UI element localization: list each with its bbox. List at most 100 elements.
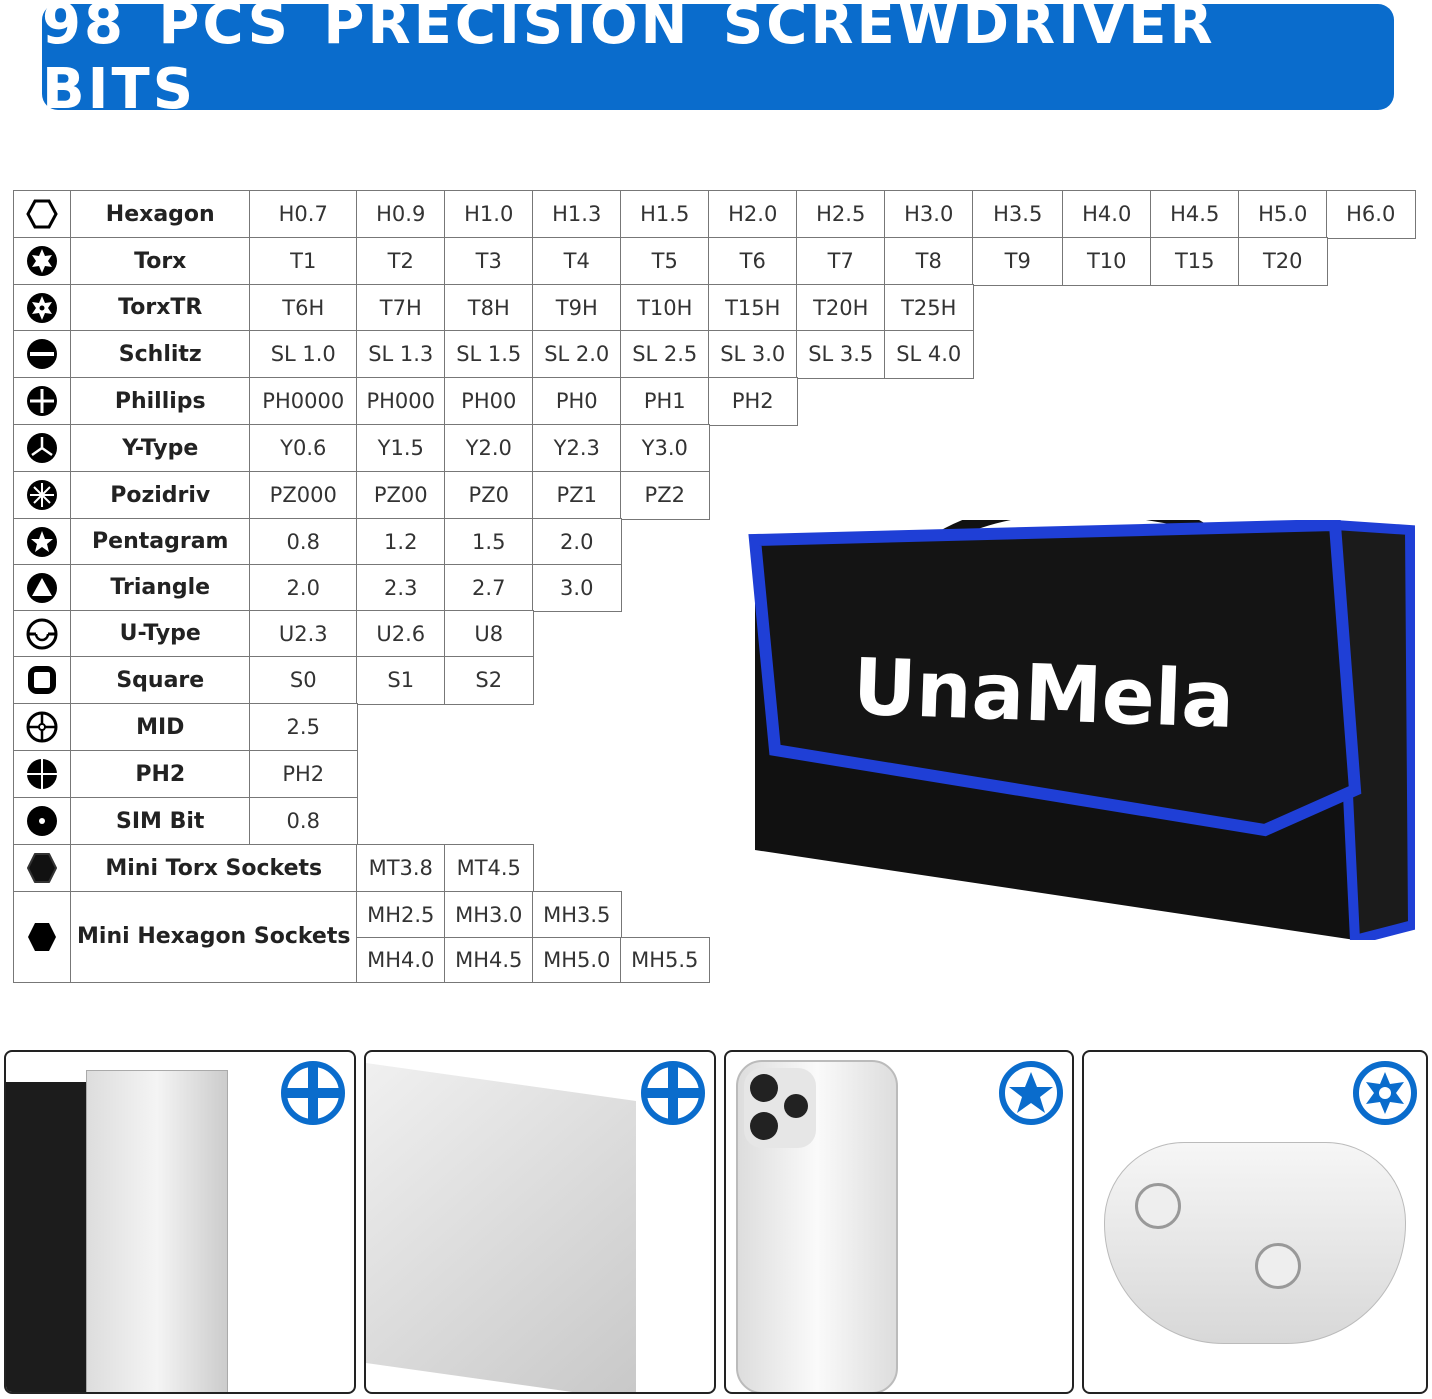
bit-type-name: Pozidriv	[70, 471, 251, 520]
icon-cell	[13, 471, 72, 520]
bit-size-cell: H0.7	[249, 190, 358, 239]
bit-size-cell: H1.3	[532, 190, 622, 239]
bit-size-cell: 2.5	[249, 703, 358, 752]
pentagram-icon	[27, 526, 58, 557]
bit-size-cell: PZ0	[444, 471, 534, 520]
icon-cell	[13, 610, 72, 658]
bit-size-cell: T6	[708, 237, 798, 286]
bit-size-cell: MH5.5	[620, 937, 710, 983]
bit-size-cell: T3	[444, 237, 534, 286]
bit-type-name: Mini Hexagon Sockets	[70, 891, 358, 983]
title-banner: 98 PCS PRECISION SCREWDRIVER BITS	[42, 0, 1394, 122]
bit-size-cell: PH2	[249, 750, 358, 799]
triangle-icon	[27, 572, 58, 603]
bit-size-cell: T7H	[356, 284, 446, 332]
bit-size-cell: S0	[249, 656, 358, 705]
bit-size-cell: 2.3	[356, 564, 446, 612]
bit-size-cell: U2.6	[356, 610, 446, 658]
bit-size-cell: T4	[532, 237, 622, 286]
bit-size-cell: T25H	[884, 284, 974, 332]
bit-size-cell: 2.7	[444, 564, 534, 612]
bit-size-cell: PH2	[708, 377, 798, 426]
case-brand: UnaMela	[851, 643, 1235, 746]
bit-size-cell: 2.0	[249, 564, 358, 612]
icon-cell	[13, 797, 72, 846]
bit-type-name: U-Type	[70, 610, 251, 658]
icon-cell	[13, 377, 72, 426]
phillips-icon	[641, 1061, 705, 1125]
bit-size-cell: T6H	[249, 284, 358, 332]
bit-type-name: Square	[70, 656, 251, 705]
smartphone-image	[736, 1060, 898, 1392]
bit-size-cell: SL 2.0	[532, 330, 622, 379]
bit-size-cell: Y2.0	[444, 424, 534, 473]
device-panel-desktop	[4, 1050, 356, 1394]
bit-size-cell: T15H	[708, 284, 798, 332]
icon-cell	[13, 844, 72, 893]
bit-size-cell: MH4.5	[444, 937, 534, 983]
bit-size-cell: MT4.5	[444, 844, 534, 893]
bit-size-cell: T20	[1238, 237, 1328, 286]
bit-type-name: SIM Bit	[70, 797, 251, 846]
bit-size-cell: H4.5	[1150, 190, 1240, 239]
case-illustration: UnaMela	[748, 500, 1419, 947]
bit-size-cell: H5.0	[1238, 190, 1328, 239]
bit-size-cell: MH5.0	[532, 937, 622, 983]
torx-icon	[27, 246, 58, 277]
device-panel-laptop	[364, 1050, 716, 1394]
phillips-icon	[27, 386, 58, 417]
bit-size-cell: T2	[356, 237, 446, 286]
bit-size-cell: MH3.0	[444, 891, 534, 939]
bit-size-cell: S1	[356, 656, 446, 705]
bit-size-cell: MH2.5	[356, 891, 446, 939]
game-controller-image	[1104, 1142, 1406, 1344]
bit-size-cell: H0.9	[356, 190, 446, 239]
bit-size-cell: H3.0	[884, 190, 974, 239]
mini-torx-socket-icon	[27, 853, 58, 884]
bit-size-cell: PH0	[532, 377, 622, 426]
bit-size-cell: T15	[1150, 237, 1240, 286]
bit-type-name: Schlitz	[70, 330, 251, 379]
bit-size-cell: T8	[884, 237, 974, 286]
bit-size-cell: PH0000	[249, 377, 358, 426]
bit-size-cell: PZ000	[249, 471, 358, 520]
bit-size-cell: 2.0	[532, 518, 622, 566]
icon-cell	[13, 564, 72, 612]
mid-icon	[26, 711, 58, 743]
pozidriv-icon	[27, 480, 58, 511]
carrying-case: UnaMela	[735, 500, 1419, 947]
bit-size-cell: H1.5	[620, 190, 710, 239]
bit-size-cell: SL 1.5	[444, 330, 534, 379]
bit-size-cell: 1.2	[356, 518, 446, 566]
title: 98 PCS PRECISION SCREWDRIVER BITS	[42, 0, 1216, 122]
bit-size-cell: T10H	[620, 284, 710, 332]
bit-size-cell: Y2.3	[532, 424, 622, 473]
bit-size-cell: Y3.0	[620, 424, 710, 473]
desktop-pc-image	[86, 1070, 228, 1392]
bit-size-cell: SL 4.0	[884, 330, 974, 379]
bit-size-cell: SL 3.0	[708, 330, 798, 379]
icon-cell	[13, 750, 72, 799]
bit-type-name: Y-Type	[70, 424, 251, 473]
device-panel-smartphone	[724, 1050, 1074, 1394]
icon-cell	[13, 424, 72, 473]
bit-size-cell: Y0.6	[249, 424, 358, 473]
y-type-icon	[27, 433, 58, 464]
bit-size-cell: T7	[796, 237, 886, 286]
bit-size-cell: T9	[972, 237, 1064, 286]
icon-cell	[13, 190, 72, 239]
hexagon-icon	[26, 199, 58, 229]
bit-size-cell: MH3.5	[532, 891, 622, 939]
bit-type-name: Pentagram	[70, 518, 251, 566]
icon-cell	[13, 656, 72, 705]
bit-type-name: MID	[70, 703, 251, 752]
bit-size-cell: T20H	[796, 284, 886, 332]
device-panel-controller	[1082, 1050, 1428, 1394]
torx-tr-icon	[27, 292, 58, 323]
bit-type-name: Mini Torx Sockets	[70, 844, 358, 893]
mini-hex-socket-icon	[28, 922, 57, 951]
bit-size-cell: MH4.0	[356, 937, 446, 983]
bit-size-cell: PZ2	[620, 471, 710, 520]
bit-type-name: TorxTR	[70, 284, 251, 332]
bit-type-name: Phillips	[70, 377, 251, 426]
